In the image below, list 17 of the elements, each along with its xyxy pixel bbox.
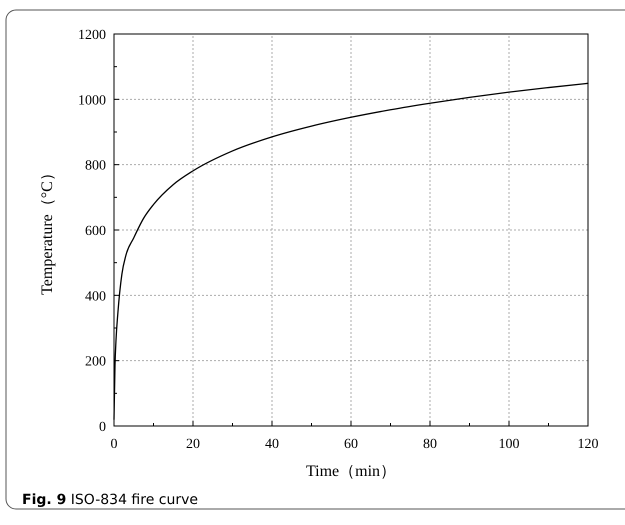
- caption: Fig. 9 ISO-834 fire curve: [22, 492, 198, 508]
- y-axis-title: Temperature（°C）: [39, 165, 56, 295]
- x-tick-label: 120: [578, 437, 598, 452]
- x-tick-label: 80: [423, 437, 437, 452]
- x-tick-label: 60: [344, 437, 358, 452]
- x-axis-title: Time（min）: [306, 463, 396, 480]
- y-tick-label: 200: [85, 354, 106, 370]
- x-tick-label: 100: [498, 437, 520, 452]
- x-tick-label: 0: [110, 437, 118, 452]
- x-tick-label: 40: [265, 437, 279, 452]
- y-tick-label: 1000: [78, 93, 106, 108]
- y-tick-label: 1200: [78, 28, 106, 43]
- y-tick-label: 600: [85, 224, 106, 239]
- y-tick-label: 400: [85, 289, 106, 304]
- y-tick-label: 800: [85, 158, 106, 174]
- x-tick-label: 20: [186, 437, 200, 452]
- y-tick-label: 0: [99, 420, 106, 435]
